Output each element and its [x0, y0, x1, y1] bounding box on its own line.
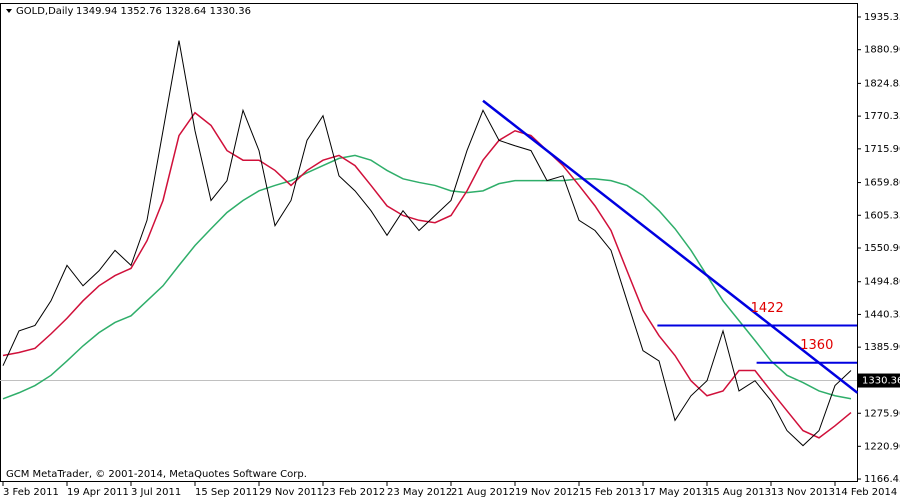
footer: GCM MetaTrader, © 2001-2014, MetaQuotes …	[6, 469, 307, 480]
x-tick-label: 14 Feb 2014	[835, 487, 897, 498]
y-tick-label: 1715.90	[864, 144, 900, 155]
moving-average	[2, 154, 852, 400]
y-tick-label: 1659.80	[864, 178, 900, 189]
y-tick-label: 1605.35	[864, 210, 900, 221]
level-label: 1360	[800, 338, 833, 353]
current-price-tag	[858, 373, 900, 388]
x-tick-label: 23 May 2012	[387, 487, 452, 498]
x-tick-label: 3 Feb 2011	[3, 487, 59, 498]
trendline	[482, 99, 859, 394]
x-tick-label: 23 Feb 2012	[323, 487, 385, 498]
y-tick-label: 1880.90	[864, 45, 900, 56]
current-price-label: 1330.36	[862, 376, 900, 387]
x-tick-label: 3 Jul 2011	[131, 487, 181, 498]
x-tick-label: 13 Nov 2013	[771, 487, 835, 498]
x-tick-label: 19 Apr 2011	[67, 487, 129, 498]
x-tick-label: 17 May 2013	[643, 487, 708, 498]
y-tick-label: 1275.90	[864, 408, 900, 419]
chart-title: GOLD,Daily	[16, 6, 73, 17]
ohlc: 1349.94 1352.76 1328.64 1330.36	[76, 6, 251, 17]
plot-frame	[0, 3, 858, 482]
level-label: 1422	[751, 301, 784, 316]
y-tick-label: 1385.90	[864, 342, 900, 353]
x-tick-label: 21 Aug 2012	[451, 487, 515, 498]
y-tick-label: 1550.90	[864, 243, 900, 254]
x-tick-label: 15 Feb 2013	[579, 487, 641, 498]
y-tick-label: 1166.45	[864, 474, 900, 485]
y-tick-label: 1220.90	[864, 441, 900, 452]
moving-average	[2, 111, 852, 439]
y-tick-label: 1935.35	[864, 12, 900, 23]
price-line	[2, 40, 852, 447]
x-tick-label: 29 Nov 2011	[259, 487, 323, 498]
x-tick-label: 15 Aug 2013	[707, 487, 771, 498]
menu-arrow	[6, 9, 12, 13]
y-tick-label: 1824.85	[864, 78, 900, 89]
y-tick-label: 1494.80	[864, 277, 900, 288]
x-tick-label: 19 Nov 2012	[515, 487, 579, 498]
x-tick-label: 15 Sep 2011	[195, 487, 258, 498]
y-tick-label: 1440.35	[864, 309, 900, 320]
y-tick-label: 1770.35	[864, 111, 900, 122]
